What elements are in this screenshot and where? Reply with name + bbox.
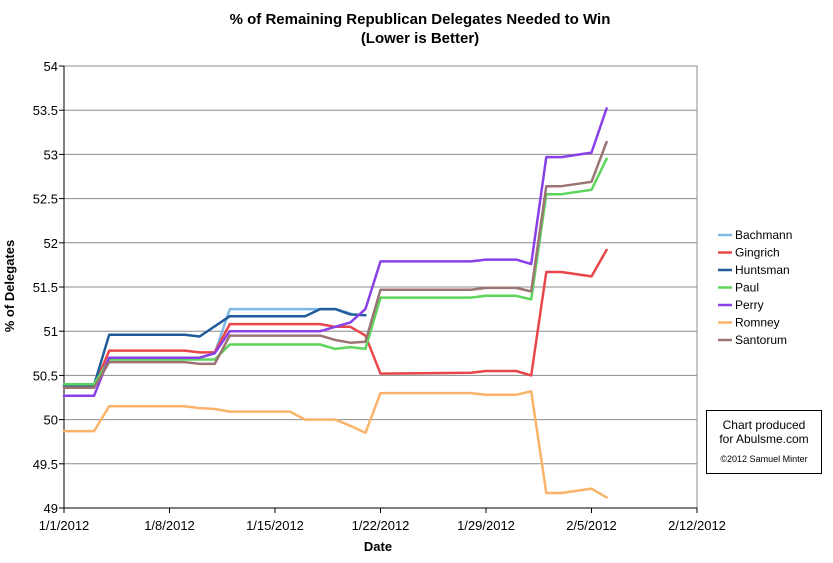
y-tick-label: 49.5 (33, 457, 58, 472)
legend-label-romney: Romney (735, 316, 780, 330)
x-tick-label: 1/1/2012 (39, 518, 90, 533)
chart-title: % of Remaining Republican Delegates Need… (230, 11, 611, 28)
credit-box: Chart produced for Abulsme.com ©2012 Sam… (706, 410, 822, 474)
legend-label-paul: Paul (735, 281, 759, 295)
y-tick-label: 51 (44, 324, 58, 339)
x-tick-label: 1/8/2012 (144, 518, 195, 533)
x-tick-label: 1/22/2012 (352, 518, 410, 533)
y-tick-label: 52 (44, 236, 58, 251)
series-line-huntsman (62, 307, 367, 387)
series-line-santorum (62, 140, 608, 390)
series-line-romney (62, 390, 608, 499)
chart-subtitle: (Lower is Better) (361, 30, 479, 47)
y-tick-label: 54 (44, 59, 58, 74)
series-line-gingrich (62, 248, 608, 389)
legend-label-bachmann: Bachmann (735, 228, 792, 242)
x-tick-label: 1/15/2012 (246, 518, 304, 533)
x-tick-label: 1/29/2012 (457, 518, 515, 533)
y-tick-label: 51.5 (33, 280, 58, 295)
y-tick-label: 53 (44, 147, 58, 162)
y-tick-label: 50 (44, 413, 58, 428)
x-axis-label: Date (364, 539, 392, 554)
x-tick-label: 2/5/2012 (566, 518, 617, 533)
credit-line-2: for Abulsme.com (719, 432, 809, 446)
y-tick-label: 52.5 (33, 192, 58, 207)
y-tick-label: 53.5 (33, 103, 58, 118)
y-tick-label: 50.5 (33, 368, 58, 383)
legend: Bachmann Gingrich Huntsman Paul Perry Romney S… (718, 228, 792, 347)
y-tick-label: 49 (44, 501, 58, 516)
credit-line-1: Chart produced (722, 418, 806, 432)
x-tick-label: 2/12/2012 (668, 518, 726, 533)
legend-label-gingrich: Gingrich (735, 246, 780, 260)
legend-label-perry: Perry (735, 298, 764, 312)
y-axis-label: % of Delegates (2, 240, 17, 332)
legend-label-huntsman: Huntsman (735, 263, 790, 277)
series-line-perry (62, 107, 608, 397)
legend-label-santorum: Santorum (735, 333, 787, 347)
credit-copyright: ©2012 Samuel Minter (720, 454, 808, 464)
